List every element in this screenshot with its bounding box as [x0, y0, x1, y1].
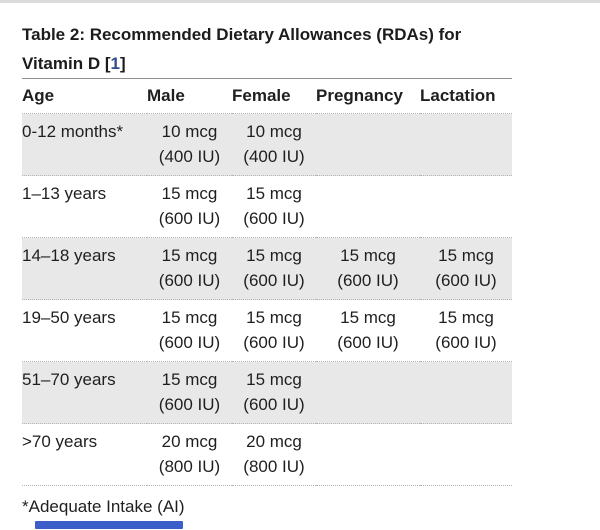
male-cell: 15 mcg (600 IU) [147, 238, 232, 300]
iu-value: (400 IU) [158, 147, 221, 166]
mcg-value: 15 mcg [246, 246, 302, 265]
table-row-over-70-years: >70 years 20 mcg (800 IU) 20 mcg (800 IU) [22, 423, 512, 486]
female-cell: 15 mcg (600 IU) [232, 300, 316, 362]
table-row-19-50-years: 19–50 years 15 mcg (600 IU) 15 mcg (600 IU… [22, 299, 512, 362]
iu-value: (600 IU) [337, 271, 399, 290]
iu-value: (600 IU) [158, 395, 221, 414]
female-cell: 15 mcg (600 IU) [232, 238, 316, 300]
column-header-lactation: Lactation [420, 86, 496, 105]
iu-value: (600 IU) [243, 209, 305, 228]
top-border [0, 0, 600, 3]
lactation-cell: 15 mcg (600 IU) [420, 238, 512, 300]
male-cell: 10 mcg (400 IU) [147, 114, 232, 176]
mcg-value: 15 mcg [246, 308, 302, 327]
pregnancy-cell [316, 424, 420, 486]
table-caption: Table 2: Recommended Dietary Allowances … [22, 20, 502, 78]
caption-line2-prefix: for Vitamin D [22, 25, 462, 73]
iu-value: (600 IU) [435, 271, 497, 290]
age-cell: 0-12 months* [22, 122, 124, 141]
iu-value: (600 IU) [243, 333, 305, 352]
male-cell: 15 mcg (600 IU) [147, 300, 232, 362]
iu-value: (600 IU) [243, 271, 305, 290]
lactation-cell [420, 362, 512, 424]
pregnancy-cell: 15 mcg (600 IU) [316, 300, 420, 362]
male-cell: 20 mcg (800 IU) [147, 424, 232, 486]
mcg-value: 15 mcg [246, 184, 302, 203]
female-cell: 20 mcg (800 IU) [232, 424, 316, 486]
table-row-0-12-months: 0-12 months* 10 mcg (400 IU) 10 mcg (400 I… [22, 113, 512, 176]
mcg-value: 20 mcg [161, 432, 218, 451]
pregnancy-cell [316, 114, 420, 176]
iu-value: (600 IU) [337, 333, 399, 352]
mcg-value: 15 mcg [161, 370, 218, 389]
column-header-age: Age [22, 86, 55, 105]
mcg-value: 15 mcg [161, 184, 218, 203]
age-cell: 14–18 years [22, 246, 116, 265]
reference-link[interactable]: 1 [110, 54, 120, 73]
table-widget: Table 2: Recommended Dietary Allowances … [22, 20, 512, 516]
header-row: Age Male Female Pregnancy Lactation [22, 78, 512, 114]
mcg-value: 15 mcg [340, 246, 396, 265]
iu-value: (600 IU) [435, 333, 497, 352]
male-cell: 15 mcg (600 IU) [147, 176, 232, 238]
mcg-value: 15 mcg [161, 308, 218, 327]
iu-value: (800 IU) [158, 457, 221, 476]
male-cell: 15 mcg (600 IU) [147, 362, 232, 424]
female-cell: 15 mcg (600 IU) [232, 176, 316, 238]
mcg-value: 15 mcg [161, 246, 218, 265]
iu-value: (400 IU) [243, 147, 305, 166]
column-header-pregnancy: Pregnancy [316, 86, 403, 105]
table-header: Age Male Female Pregnancy Lactation [22, 78, 512, 114]
lactation-cell [420, 176, 512, 238]
column-header-female: Female [232, 86, 291, 105]
female-cell: 10 mcg (400 IU) [232, 114, 316, 176]
table-row-1-13-years: 1–13 years 15 mcg (600 IU) 15 mcg (600 IU) [22, 175, 512, 238]
iu-value: (600 IU) [158, 333, 221, 352]
mcg-value: 15 mcg [438, 246, 494, 265]
age-cell: 19–50 years [22, 308, 116, 327]
pregnancy-cell [316, 362, 420, 424]
table-row-14-18-years: 14–18 years 15 mcg (600 IU) 15 mcg (600 IU… [22, 237, 512, 300]
table-row-51-70-years: 51–70 years 15 mcg (600 IU) 15 mcg (600 IU… [22, 361, 512, 424]
age-cell: 1–13 years [22, 184, 107, 203]
bracket-open: [ [104, 54, 111, 73]
bracket-close: ] [119, 54, 126, 73]
lactation-cell [420, 424, 512, 486]
mcg-value: 10 mcg [161, 122, 218, 141]
iu-value: (600 IU) [243, 395, 305, 414]
iu-value: (600 IU) [158, 271, 221, 290]
age-cell: >70 years [22, 432, 98, 451]
mcg-value: 15 mcg [340, 308, 396, 327]
female-cell: 15 mcg (600 IU) [232, 362, 316, 424]
mcg-value: 15 mcg [246, 370, 302, 389]
lactation-cell [420, 114, 512, 176]
rda-table: Age Male Female Pregnancy Lactation 0-12… [22, 78, 512, 486]
iu-value: (800 IU) [243, 457, 305, 476]
pregnancy-cell: 15 mcg (600 IU) [316, 238, 420, 300]
table-body: 0-12 months* 10 mcg (400 IU) 10 mcg (400 I… [22, 113, 512, 486]
column-header-male: Male [147, 86, 185, 105]
mcg-value: 10 mcg [246, 122, 302, 141]
lactation-cell: 15 mcg (600 IU) [420, 300, 512, 362]
caption-line1: Table 2: Recommended Dietary Allowances … [22, 25, 434, 44]
mcg-value: 15 mcg [438, 308, 494, 327]
table-footnote: *Adequate Intake (AI) [22, 497, 185, 516]
iu-value: (600 IU) [158, 209, 221, 228]
horizontal-scrollbar-thumb[interactable] [35, 521, 183, 529]
pregnancy-cell [316, 176, 420, 238]
mcg-value: 20 mcg [246, 432, 302, 451]
age-cell: 51–70 years [22, 370, 116, 389]
